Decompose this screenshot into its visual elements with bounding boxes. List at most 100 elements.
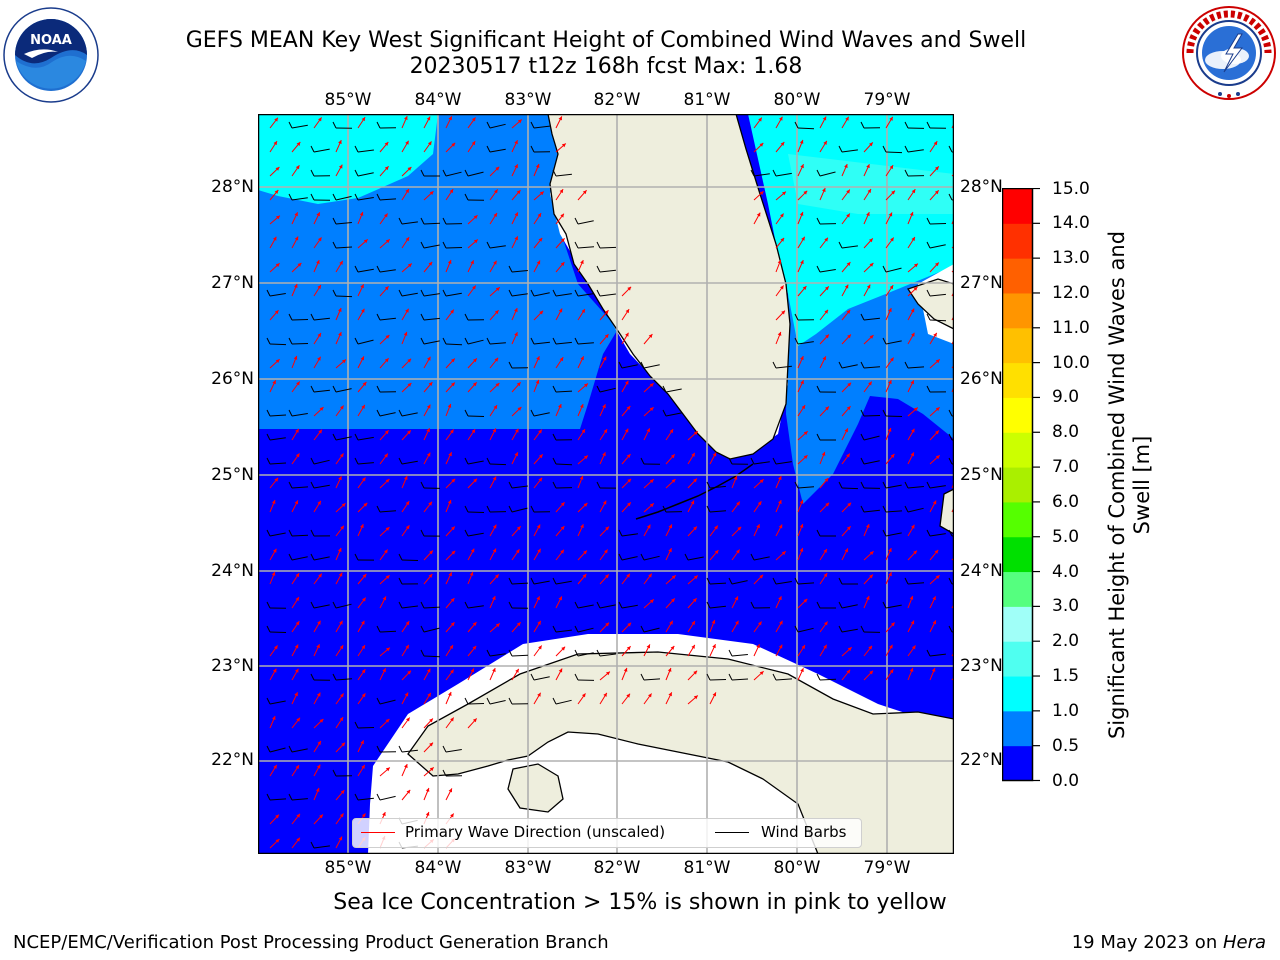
wind-barb (379, 699, 396, 705)
wind-barb-flag (530, 145, 535, 153)
wave-arrow-head (867, 189, 871, 193)
wind-barb-flag (332, 673, 337, 681)
wind-barb-flag (948, 145, 953, 153)
wind-barb-flag (860, 625, 865, 633)
wind-barb-flag (310, 169, 315, 177)
wind-barb-flag (310, 529, 315, 537)
wind-barb-flag (332, 241, 337, 249)
wind-barb-flag (882, 409, 887, 417)
wave-arrow-head (295, 453, 300, 458)
wind-barb-flag (266, 409, 271, 417)
wind-barb (775, 678, 793, 681)
wind-barb-flag (706, 601, 711, 609)
wind-barb-flag (442, 745, 447, 753)
lat-label-left: 27°N (211, 273, 254, 293)
wave-arrow-head (913, 287, 918, 291)
wind-barb (643, 627, 660, 633)
wind-barb-flag (420, 169, 425, 177)
grid-lines (258, 114, 954, 854)
wave-arrow-head (602, 356, 607, 361)
wind-barb (489, 245, 506, 249)
wave-arrow-head (736, 501, 740, 506)
wind-barb (753, 461, 770, 465)
wave-arrow-head (447, 403, 452, 408)
wind-barb (269, 293, 286, 297)
wave-arrow-head (778, 524, 783, 529)
wave-arrow-head (801, 236, 805, 241)
wind-barb-flag (420, 337, 425, 345)
wind-barb (841, 604, 858, 609)
wind-barb-flag (420, 313, 425, 321)
wind-barb-flag (398, 577, 403, 585)
wave-arrow-head (606, 671, 610, 676)
colorbar-band (1002, 223, 1033, 259)
lat-label-right: 28°N (960, 177, 1003, 197)
colorbar-band (1002, 641, 1033, 677)
wind-barb-flag (266, 793, 271, 801)
wave-arrow-head (494, 310, 499, 315)
wave-arrow-head (407, 430, 411, 435)
wind-barb-flag (882, 601, 887, 609)
wind-barb (731, 654, 748, 657)
wave-arrow-head (384, 358, 389, 363)
wind-barb-flag (332, 601, 337, 609)
wave-arrow-head (670, 646, 675, 650)
colorbar-band (1002, 745, 1033, 781)
colorbar-band (1002, 501, 1033, 538)
wave-arrow-head (342, 359, 346, 364)
wind-barb (357, 436, 374, 441)
wind-barb (445, 343, 463, 346)
wave-arrow-head (426, 404, 431, 409)
wave-arrow-head (427, 356, 431, 361)
colorbar-band (1002, 710, 1033, 747)
wave-arrow-head (427, 692, 431, 697)
wind-barb (467, 415, 485, 417)
wave-arrow-head (428, 382, 433, 386)
wave-arrow-head (580, 260, 584, 265)
wave-arrow-head (581, 309, 585, 313)
wave-arrow-head (428, 261, 433, 266)
wave-arrow-head (363, 239, 368, 244)
wind-barb (291, 197, 308, 201)
wind-barb-flag (486, 145, 491, 153)
wave-arrow-head (669, 429, 674, 434)
wind-barb (423, 655, 441, 658)
wind-barb (885, 604, 902, 609)
wind-barb-flag (552, 697, 557, 705)
wave-arrow-head (385, 767, 390, 772)
wind-barb (379, 630, 397, 633)
wind-barb-flag (552, 457, 557, 465)
wind-barb-flag (574, 217, 579, 225)
wave-arrow-head (714, 550, 719, 554)
wind-barb (423, 317, 440, 321)
wind-barb (313, 389, 330, 393)
wind-barb (467, 532, 484, 537)
wave-arrow-head (910, 452, 914, 457)
wave-arrow-head (538, 454, 543, 459)
wave-arrow-head (605, 622, 609, 627)
wind-barb (489, 463, 507, 466)
wind-barb (841, 487, 859, 490)
wind-barb (533, 341, 550, 345)
wave-arrow-head (317, 620, 321, 625)
wave-arrow-head (317, 356, 321, 361)
wind-barb (555, 293, 572, 297)
wave-arrow-head (429, 767, 434, 772)
wave-arrow-head (272, 380, 276, 385)
wave-arrow-head (846, 526, 851, 531)
wave-arrow-head (559, 189, 564, 194)
wave-arrow-head (318, 429, 322, 434)
wave-arrow-head (274, 310, 279, 315)
wave-arrow-head (319, 719, 324, 723)
wind-barb-flag (464, 409, 469, 417)
wave-arrow-head (777, 259, 782, 264)
wind-barb (599, 269, 616, 273)
wave-arrow-head (934, 190, 939, 195)
wave-arrow-head (274, 190, 279, 194)
wind-barb-flag (398, 217, 403, 225)
wind-barb-flag (442, 337, 447, 345)
wind-barb (907, 582, 925, 585)
wave-arrow-head (451, 526, 455, 531)
colorbar-band (1002, 362, 1033, 398)
wind-barb (577, 604, 594, 609)
